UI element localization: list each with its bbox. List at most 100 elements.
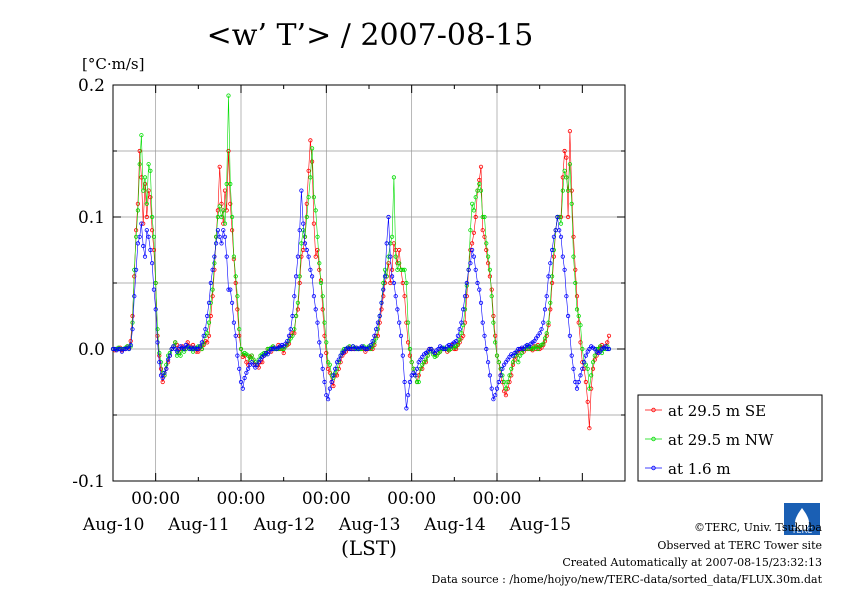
data-point (203, 327, 208, 332)
data-point (393, 294, 398, 299)
data-point (160, 379, 165, 385)
data-point (578, 373, 583, 378)
data-point (137, 162, 142, 167)
data-point (564, 175, 569, 180)
data-point (194, 346, 199, 352)
data-point (567, 162, 573, 167)
data-point (405, 340, 411, 345)
data-point (199, 340, 204, 345)
data-point (427, 346, 432, 352)
x-tick-label: 00:00 (473, 489, 522, 509)
data-point (286, 333, 292, 338)
data-point (363, 346, 368, 352)
data-point (404, 280, 409, 286)
footer-source: Data source : /home/hojyo/new/TERC-data/… (431, 573, 823, 586)
data-point (478, 188, 484, 193)
data-point (544, 331, 549, 336)
data-point (322, 379, 327, 385)
data-point (212, 254, 217, 259)
data-point (560, 188, 565, 193)
data-point (146, 162, 151, 167)
data-point (565, 313, 571, 319)
data-point (484, 346, 489, 352)
legend-label: at 1.6 m (668, 460, 731, 478)
data-point (221, 208, 226, 213)
data-point (548, 300, 553, 305)
data-point (135, 241, 140, 246)
data-point (309, 159, 315, 164)
data-point (249, 353, 254, 358)
data-point (325, 366, 331, 371)
data-point (144, 201, 149, 206)
data-point (384, 241, 389, 246)
data-point (331, 383, 336, 389)
data-point (130, 327, 135, 332)
data-point (214, 241, 219, 246)
data-point (459, 320, 464, 325)
data-point (212, 261, 217, 266)
data-point (318, 280, 324, 286)
data-point (281, 350, 286, 356)
data-point (144, 214, 149, 220)
data-point (150, 261, 155, 266)
data-point (306, 195, 311, 200)
unit-label: [°C·m/s] (82, 55, 144, 73)
data-point (537, 331, 542, 336)
data-point (205, 331, 210, 336)
x-date-label: Aug-15 (509, 515, 571, 535)
data-point (150, 228, 155, 233)
data-point (576, 313, 581, 319)
data-point (327, 362, 332, 367)
data-point (320, 294, 325, 299)
data-point (487, 373, 492, 378)
data-point (134, 267, 139, 272)
data-point (372, 333, 377, 338)
data-point (475, 280, 480, 286)
data-point (548, 261, 553, 266)
data-point (583, 379, 589, 385)
data-point (414, 366, 420, 371)
data-point (459, 331, 464, 336)
data-point (317, 261, 322, 266)
data-point (413, 373, 418, 378)
x-date-label: Aug-10 (82, 515, 144, 535)
data-point (489, 287, 494, 292)
data-point (306, 254, 311, 259)
data-point (315, 247, 320, 253)
data-point (500, 366, 505, 371)
data-point (491, 397, 496, 402)
footer-observed: Observed at TERC Tower site (657, 539, 822, 552)
data-point (198, 344, 203, 349)
data-point (487, 274, 492, 279)
data-point (304, 201, 309, 206)
data-point (485, 261, 491, 266)
data-point (215, 208, 220, 213)
data-point (246, 366, 251, 371)
data-point (233, 274, 238, 279)
data-point (498, 373, 503, 378)
data-point (494, 386, 500, 391)
data-point (235, 294, 240, 299)
data-point (478, 164, 484, 169)
data-point (233, 333, 238, 338)
data-point (400, 267, 405, 272)
data-point (222, 221, 228, 226)
data-point (549, 247, 555, 253)
data-point (478, 300, 484, 305)
data-point (388, 254, 393, 259)
data-point (377, 313, 382, 319)
data-point (509, 366, 514, 371)
data-point (288, 327, 293, 332)
data-point (142, 175, 148, 180)
data-point (510, 360, 516, 365)
data-point (182, 346, 187, 352)
data-point (462, 294, 468, 299)
data-point (395, 307, 400, 312)
data-point (409, 360, 414, 365)
data-point (148, 168, 153, 173)
data-point (155, 327, 160, 332)
data-point (482, 333, 487, 338)
data-point (484, 241, 489, 246)
data-point (564, 294, 569, 299)
